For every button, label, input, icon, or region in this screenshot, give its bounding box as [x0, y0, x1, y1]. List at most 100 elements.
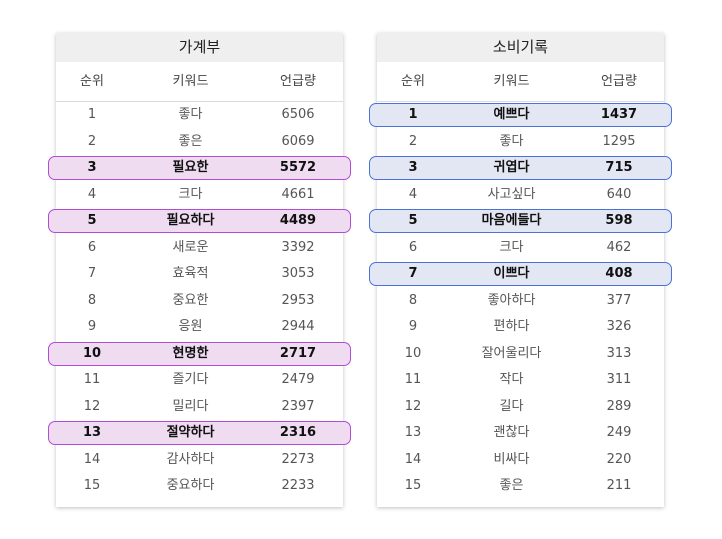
rank-cell: 15	[83, 478, 101, 493]
count-cell: 2233	[281, 478, 315, 493]
count-cell: 2479	[281, 372, 315, 387]
count-cell: 2717	[279, 345, 317, 361]
keyword-cell: 즐기다	[172, 372, 209, 387]
rank-cell: 14	[404, 451, 422, 467]
count-cell: 598	[605, 213, 633, 228]
keyword-cell: 길다	[499, 398, 524, 414]
count-cell: 313	[606, 345, 632, 361]
rank-cell: 7	[408, 266, 418, 281]
column-header: 순위 키워드 언급량	[377, 62, 664, 102]
rank-cell: 9	[87, 319, 97, 334]
count-cell: 3392	[281, 239, 315, 255]
highlight-box	[48, 156, 351, 180]
keyword-cell: 중요한	[172, 292, 209, 308]
count-cell: 6506	[281, 107, 315, 122]
table-row: 4 사고싶다 640	[377, 182, 664, 209]
count-cell: 2316	[279, 425, 317, 440]
table-row: 8 좋아하다 377	[377, 288, 664, 315]
rank-cell: 11	[404, 372, 422, 387]
highlight-box	[369, 103, 672, 127]
rank-cell: 6	[87, 239, 97, 255]
table-row-highlighted: 3 필요한 5572	[48, 155, 351, 182]
table-row: 15 좋은 211	[377, 473, 664, 500]
count-cell: 5572	[279, 160, 317, 175]
table-row: 12 밀리다 2397	[56, 394, 343, 421]
table-row: 6 새로운 3392	[56, 235, 343, 262]
table-row: 11 작다 311	[377, 367, 664, 394]
highlight-box	[369, 156, 672, 180]
count-cell: 2273	[281, 451, 315, 467]
count-cell: 4661	[281, 186, 315, 202]
count-cell: 2397	[281, 398, 315, 414]
keyword-cell: 밀리다	[172, 398, 209, 414]
table-row: 2 좋다 1295	[377, 129, 664, 156]
rank-cell: 9	[408, 319, 418, 334]
keyword-cell: 좋은	[178, 133, 203, 149]
table-row: 12 길다 289	[377, 394, 664, 421]
count-cell: 249	[606, 425, 632, 440]
keyword-cell: 마음에들다	[481, 213, 542, 228]
header-rank: 순위	[80, 74, 104, 89]
keyword-cell: 중요하다	[166, 478, 215, 493]
rank-cell: 14	[83, 451, 101, 467]
keyword-cell: 좋다	[178, 107, 203, 122]
highlight-box	[48, 341, 351, 366]
rank-cell: 4	[87, 186, 97, 202]
keyword-cell: 편하다	[493, 319, 530, 334]
keyword-cell: 사고싶다	[487, 186, 536, 202]
count-cell: 220	[606, 451, 632, 467]
table-row: 9 편하다 326	[377, 314, 664, 341]
column-header: 순위 키워드 언급량	[56, 62, 343, 102]
rank-cell: 7	[87, 266, 97, 281]
table-row: 10 잘어울리다 313	[377, 341, 664, 368]
table-row: 14 비싸다 220	[377, 447, 664, 474]
rank-cell: 15	[404, 478, 422, 493]
table-body: 1 예쁘다 1437 2 좋다 1295 3 귀엽다 715 4 사고싶다 640 5 마음에들다 598 6…	[369, 102, 672, 500]
count-cell: 462	[606, 239, 632, 255]
table-row: 4 크다 4661	[56, 182, 343, 209]
highlight-box	[48, 421, 351, 445]
table-body: 1 좋다 6506 2 좋은 6069 3 필요한 5572 4 크다 4661 5 필요하다 4489 6 새…	[48, 102, 351, 500]
highlight-box	[369, 209, 672, 233]
rank-cell: 12	[83, 398, 101, 414]
rank-cell: 4	[408, 186, 418, 202]
rank-cell: 5	[87, 213, 97, 228]
keyword-cell: 절약하다	[166, 425, 215, 440]
count-cell: 289	[606, 398, 632, 414]
table-row-highlighted: 10 현명한 2717	[48, 341, 351, 368]
count-cell: 715	[605, 160, 633, 175]
count-cell: 1437	[600, 107, 638, 122]
table-title: 소비기록	[377, 33, 664, 62]
rank-cell: 13	[404, 425, 422, 440]
keyword-cell: 효육적	[172, 266, 209, 281]
rank-cell: 2	[87, 133, 97, 149]
spending-record-table: 소비기록 순위 키워드 언급량 1 예쁘다 1437 2 좋다 1295 3 귀엽다 715 4 사…	[369, 33, 672, 507]
rank-cell: 10	[404, 345, 422, 361]
keyword-cell: 괜찮다	[493, 425, 530, 440]
header-rank: 순위	[401, 74, 425, 89]
rank-cell: 3	[408, 160, 418, 175]
table-row: 2 좋은 6069	[56, 129, 343, 156]
count-cell: 311	[606, 372, 632, 387]
count-cell: 2953	[281, 292, 315, 308]
rank-cell: 2	[408, 133, 418, 149]
rank-cell: 13	[82, 425, 102, 440]
keyword-cell: 크다	[499, 239, 524, 255]
rank-cell: 10	[82, 345, 102, 361]
rank-cell: 5	[408, 213, 418, 228]
rank-cell: 11	[83, 372, 101, 387]
table-row: 8 중요한 2953	[56, 288, 343, 315]
table-row: 11 즐기다 2479	[56, 367, 343, 394]
keyword-cell: 응원	[178, 319, 203, 334]
keyword-cell: 감사하다	[166, 451, 215, 467]
count-cell: 4489	[279, 213, 317, 228]
rank-cell: 8	[87, 292, 97, 308]
table-row: 9 응원 2944	[56, 314, 343, 341]
count-cell: 6069	[281, 133, 315, 149]
rank-cell: 3	[87, 160, 97, 175]
keyword-cell: 귀엽다	[493, 160, 530, 175]
keyword-cell: 비싸다	[493, 451, 530, 467]
keyword-cell: 이쁘다	[493, 266, 530, 281]
table-row-highlighted: 13 절약하다 2316	[48, 420, 351, 447]
keyword-cell: 예쁘다	[493, 107, 530, 122]
